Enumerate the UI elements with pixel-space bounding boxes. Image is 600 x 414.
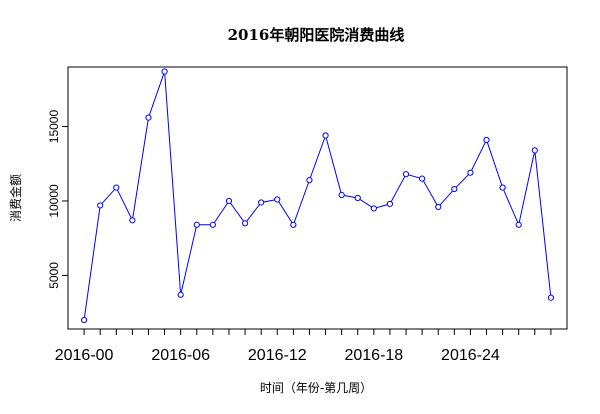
series-layer xyxy=(80,68,555,324)
data-point xyxy=(338,191,345,199)
data-point xyxy=(451,185,458,193)
data-point xyxy=(177,291,184,298)
x-tick-label: 2016-18 xyxy=(344,347,403,364)
x-tick-label: 2016-06 xyxy=(151,347,210,364)
x-tick-label: 2016-12 xyxy=(248,347,307,364)
data-point xyxy=(145,114,152,121)
y-axis: 5000 10000 15000 xyxy=(47,110,68,289)
data-point xyxy=(225,197,233,205)
data-point xyxy=(483,136,490,144)
data-point xyxy=(274,196,281,203)
series-line xyxy=(83,71,552,321)
data-point xyxy=(386,200,394,208)
x-axis-label: 时间（年份-第几周） xyxy=(260,381,372,395)
data-point xyxy=(113,184,120,191)
data-point xyxy=(402,171,410,178)
data-point xyxy=(419,175,426,182)
data-point xyxy=(129,217,136,224)
plot-frame xyxy=(67,66,568,330)
data-point xyxy=(435,203,442,211)
data-point xyxy=(290,221,297,228)
data-point xyxy=(258,199,265,206)
data-point xyxy=(354,194,361,202)
data-point xyxy=(209,221,216,228)
data-point xyxy=(161,68,168,75)
x-axis: 2016-00 2016-06 2016-12 2016-18 2016-24 xyxy=(55,329,552,364)
data-point xyxy=(467,169,474,176)
x-tick-label: 2016-24 xyxy=(441,347,500,364)
data-point xyxy=(193,221,200,228)
data-point xyxy=(499,184,506,191)
data-point xyxy=(515,221,522,228)
data-point xyxy=(306,177,313,184)
y-tick-label: 15000 xyxy=(47,110,61,144)
data-point xyxy=(241,220,249,227)
y-axis-label: 消费金额 xyxy=(8,174,23,222)
y-tick-label: 5000 xyxy=(47,262,61,289)
data-point xyxy=(97,202,104,209)
data-point xyxy=(547,294,555,301)
x-tick-label: 2016-00 xyxy=(55,347,114,364)
data-point xyxy=(370,205,377,212)
chart-title: 2016年朝阳医院消费曲线 xyxy=(228,26,405,44)
data-point xyxy=(322,132,329,139)
data-point xyxy=(531,147,538,154)
data-point xyxy=(80,316,88,324)
y-tick-label: 10000 xyxy=(47,184,61,218)
